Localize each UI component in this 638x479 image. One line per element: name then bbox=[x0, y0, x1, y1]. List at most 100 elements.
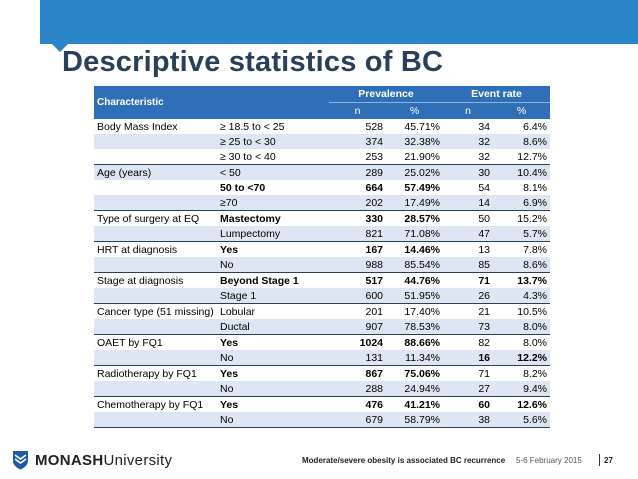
cell-category: ≥70 bbox=[217, 195, 330, 211]
header-event-n: n bbox=[443, 102, 494, 119]
cell-prevalence-n: 664 bbox=[365, 181, 384, 194]
cell-event-n: 21 bbox=[478, 305, 491, 318]
cell-category: ≥ 30 to < 40 bbox=[217, 149, 330, 165]
cell-category: Mastectomy bbox=[220, 212, 281, 225]
cell-event-rate: 9.4% bbox=[493, 381, 551, 397]
table-row: No 288 24.94% 27 9.4% bbox=[94, 381, 551, 397]
cell-prevalence-pct: 24.94% bbox=[386, 381, 444, 397]
table-row: OAET by FQ1 Yes 1024 88.66% 82 8.0% bbox=[94, 335, 550, 351]
cell-event-rate: 10.5% bbox=[517, 305, 548, 318]
cell-event-n: 71 bbox=[478, 274, 491, 287]
footer-date: 5-6 February 2015 bbox=[516, 456, 582, 465]
table-row: ≥ 30 to < 40 253 21.90% 32 12.7% bbox=[94, 149, 551, 165]
cell-event-n: 54 bbox=[478, 181, 491, 194]
table-row: 50 to <70 664 57.49% 54 8.1% bbox=[94, 180, 550, 195]
cell-prevalence-pct: 75.06% bbox=[404, 367, 441, 380]
cell-prevalence-pct: 14.46% bbox=[404, 243, 441, 256]
table-row: HRT at diagnosis Yes 167 14.46% 13 7.8% bbox=[94, 242, 550, 258]
cell-category: 50 to <70 bbox=[220, 181, 266, 194]
table-row: Age (years) < 50 289 25.02% 30 10.4% bbox=[94, 164, 551, 180]
cell-event-rate: 12.2% bbox=[493, 350, 551, 366]
cell-category: Beyond Stage 1 bbox=[220, 274, 299, 287]
cell-characteristic bbox=[94, 134, 217, 149]
cell-prevalence-pct: 85.54% bbox=[386, 257, 444, 273]
table-row: No 131 11.34% 16 12.2% bbox=[94, 350, 551, 366]
cell-prevalence-n: 600 bbox=[329, 288, 387, 304]
header-prevalence-pct: % bbox=[386, 102, 444, 119]
cell-event-rate: 7.8% bbox=[523, 243, 548, 256]
cell-characteristic: OAET by FQ1 bbox=[97, 336, 163, 349]
cell-event-n: 16 bbox=[443, 350, 494, 366]
cell-prevalence-pct: 78.53% bbox=[386, 319, 444, 335]
cell-event-rate: 8.6% bbox=[493, 134, 551, 149]
cell-prevalence-n: 867 bbox=[365, 367, 384, 380]
table-row: Cancer type (51 missing) Lobular 201 17.40%… bbox=[94, 304, 550, 320]
cell-characteristic bbox=[94, 381, 217, 397]
cell-category: Lobular bbox=[220, 305, 256, 318]
cell-category: Yes bbox=[220, 243, 239, 256]
cell-prevalence-pct: 44.76% bbox=[404, 274, 441, 287]
cell-category: ≥ 18.5 to < 25 bbox=[220, 120, 285, 133]
table-row: ≥70 202 17.49% 14 6.9% bbox=[94, 195, 551, 211]
cell-category: Yes bbox=[220, 398, 239, 411]
cell-characteristic bbox=[94, 412, 217, 428]
cell-event-n: 14 bbox=[443, 195, 494, 211]
table-row: Ductal 907 78.53% 73 8.0% bbox=[94, 319, 551, 335]
footer-subtitle: Moderate/severe obesity is associated BC… bbox=[302, 456, 506, 465]
cell-characteristic: Cancer type (51 missing) bbox=[97, 305, 214, 318]
cell-event-n: 32 bbox=[443, 149, 494, 165]
cell-event-n: 27 bbox=[443, 381, 494, 397]
cell-characteristic bbox=[94, 226, 217, 242]
cell-event-rate: 4.3% bbox=[493, 288, 551, 304]
cell-characteristic: Age (years) bbox=[94, 164, 217, 180]
cell-event-rate: 5.6% bbox=[493, 412, 551, 428]
cell-event-rate: 8.0% bbox=[493, 319, 551, 335]
cell-prevalence-pct: 32.38% bbox=[386, 134, 444, 149]
cell-characteristic: Type of surgery at EQ bbox=[97, 212, 200, 225]
cell-prevalence-n: 253 bbox=[329, 149, 387, 165]
cell-event-n: 13 bbox=[478, 243, 491, 256]
cell-prevalence-pct: 58.79% bbox=[386, 412, 444, 428]
cell-prevalence-n: 374 bbox=[329, 134, 387, 149]
cell-event-rate: 13.7% bbox=[517, 274, 548, 287]
cell-characteristic bbox=[94, 319, 217, 335]
cell-event-rate: 5.7% bbox=[493, 226, 551, 242]
logo-university: University bbox=[103, 451, 173, 469]
cell-prevalence-pct: 88.66% bbox=[404, 336, 441, 349]
cell-prevalence-n: 202 bbox=[329, 195, 387, 211]
table-row: Type of surgery at EQ Mastectomy 330 28.57%… bbox=[94, 211, 550, 227]
monash-logo: MONASHUniversity bbox=[12, 450, 172, 470]
logo-wordmark: MONASHUniversity bbox=[35, 452, 172, 469]
cell-prevalence-pct: 51.95% bbox=[386, 288, 444, 304]
cell-event-rate: 12.7% bbox=[493, 149, 551, 165]
monash-shield-icon bbox=[13, 451, 28, 470]
cell-characteristic bbox=[94, 195, 217, 211]
cell-characteristic: Stage at diagnosis bbox=[97, 274, 184, 287]
cell-category: Yes bbox=[220, 336, 239, 349]
cell-event-rate: 12.6% bbox=[517, 398, 548, 411]
footer-separator bbox=[599, 454, 600, 466]
statistics-table: Characteristic Prevalence Event rate n %… bbox=[94, 86, 551, 428]
header-event-pct: % bbox=[493, 102, 551, 119]
cell-prevalence-n: 288 bbox=[329, 381, 387, 397]
cell-event-n: 50 bbox=[478, 212, 491, 225]
cell-characteristic bbox=[94, 257, 217, 273]
table-row: Stage at diagnosis Beyond Stage 1 517 44.76… bbox=[94, 273, 550, 289]
cell-event-rate: 6.4% bbox=[523, 120, 548, 133]
cell-category: Yes bbox=[220, 367, 239, 380]
cell-prevalence-n: 988 bbox=[329, 257, 387, 273]
cell-event-n: 73 bbox=[443, 319, 494, 335]
cell-event-rate: 8.2% bbox=[523, 367, 548, 380]
cell-prevalence-n: 1024 bbox=[359, 336, 384, 349]
cell-event-rate: 10.4% bbox=[493, 164, 551, 180]
cell-prevalence-pct: 41.21% bbox=[404, 398, 441, 411]
cell-prevalence-n: 517 bbox=[365, 274, 384, 287]
cell-event-rate: 8.1% bbox=[523, 181, 548, 194]
cell-prevalence-n: 476 bbox=[365, 398, 384, 411]
cell-category: No bbox=[217, 381, 330, 397]
logo-monash: MONASH bbox=[35, 451, 104, 469]
cell-prevalence-n: 679 bbox=[329, 412, 387, 428]
cell-event-n: 38 bbox=[443, 412, 494, 428]
cell-event-rate: 8.6% bbox=[493, 257, 551, 273]
cell-event-n: 34 bbox=[478, 120, 491, 133]
